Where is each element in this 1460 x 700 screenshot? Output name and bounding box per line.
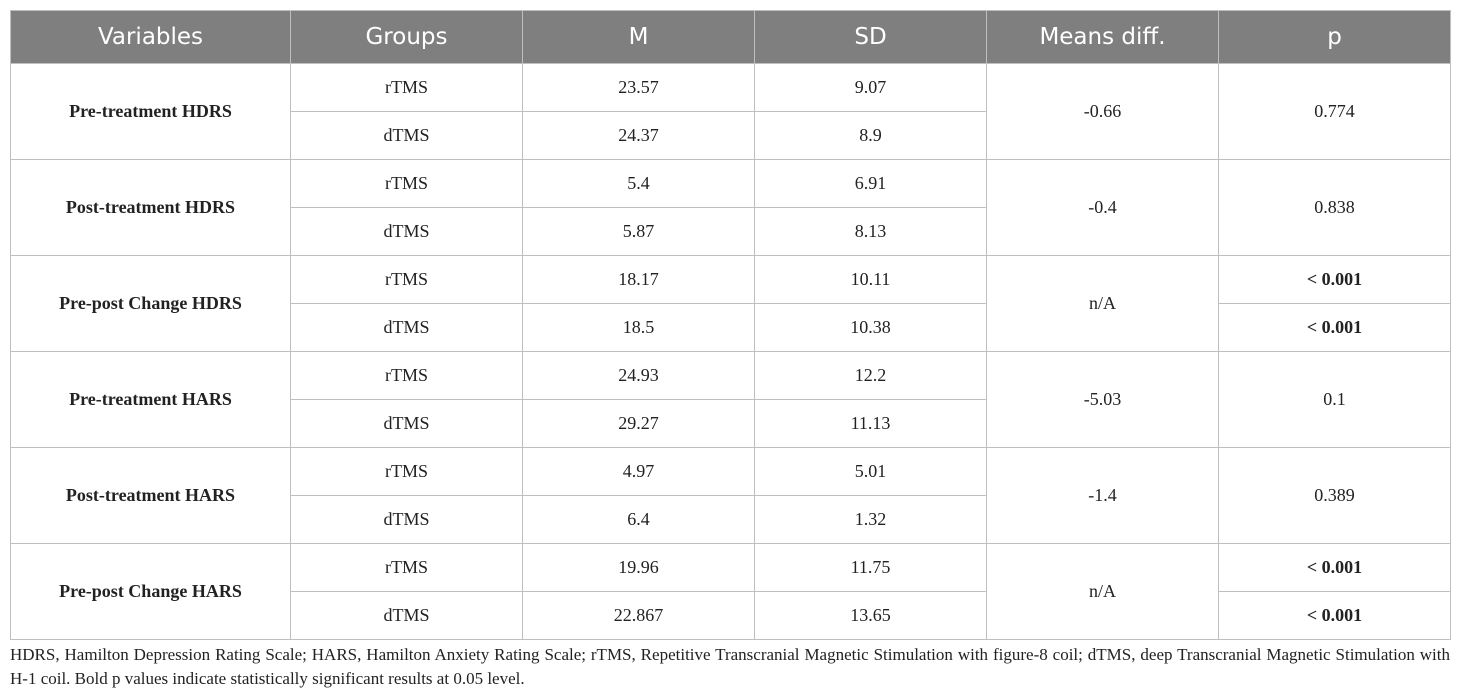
sd-cell: 12.2 [754,351,987,400]
p-cell: 0.838 [1218,159,1451,256]
p-cell: 0.1 [1218,351,1451,448]
table-row: dTMS 5.87 8.13 [11,207,1451,256]
m-cell: 24.93 [522,351,755,400]
m-cell: 4.97 [522,447,755,496]
variable-cell: Post-treatment HDRS [10,159,291,256]
variable-cell: Pre-post Change HDRS [10,255,291,352]
sd-cell: 10.38 [754,303,987,352]
table-row: Post-treatment HARS rTMS 4.97 5.01 -1.4 … [10,447,1451,544]
table-row: Pre-post Change HARS rTMS 19.96 11.75 n/… [10,543,1451,640]
table-row: Post-treatment HDRS rTMS 5.4 6.91 -0.4 0… [10,159,1451,256]
m-cell: 5.4 [522,159,755,208]
m-cell: 24.37 [522,111,755,160]
sd-cell: 13.65 [754,591,987,640]
p-cell: < 0.001 [1218,303,1451,352]
sd-cell: 5.01 [754,447,987,496]
table-footnote: HDRS, Hamilton Depression Rating Scale; … [10,645,1450,688]
group-cell: dTMS [290,207,523,256]
sd-cell: 11.75 [754,543,987,592]
header-variables: Variables [10,10,291,64]
m-cell: 18.17 [522,255,755,304]
p-cell: 0.389 [1218,447,1451,544]
sd-cell: 10.11 [754,255,987,304]
group-cell: rTMS [290,159,523,208]
m-cell: 18.5 [522,303,755,352]
table-row: Pre-treatment HDRS rTMS 23.57 9.07 -0.66… [10,63,1451,160]
table-row: dTMS 18.5 10.38 < 0.001 [11,303,1451,352]
means-diff-cell: -1.4 [986,447,1219,544]
header-row: Variables Groups M SD Means diff. p [10,10,1451,64]
group-cell: rTMS [290,63,523,112]
means-diff-cell: -5.03 [986,351,1219,448]
means-diff-cell: -0.66 [986,63,1219,160]
table-row: dTMS 6.4 1.32 [11,495,1451,544]
p-cell: 0.774 [1218,63,1451,160]
group-cell: rTMS [290,255,523,304]
sd-cell: 6.91 [754,159,987,208]
group-cell: dTMS [290,111,523,160]
m-cell: 5.87 [522,207,755,256]
header-sd: SD [754,10,987,64]
means-diff-cell: n/A [986,255,1219,352]
header-groups: Groups [290,10,523,64]
group-cell: rTMS [290,351,523,400]
m-cell: 6.4 [522,495,755,544]
sd-cell: 8.13 [754,207,987,256]
m-cell: 23.57 [522,63,755,112]
header-p: p [1218,10,1451,64]
results-table: Variables Groups M SD Means diff. p Pre-… [10,10,1451,640]
table-row: Pre-post Change HDRS rTMS 18.17 10.11 n/… [10,255,1451,352]
table-row: dTMS 29.27 11.13 [11,399,1451,448]
sd-cell: 8.9 [754,111,987,160]
m-cell: 22.867 [522,591,755,640]
p-cell: < 0.001 [1218,543,1451,592]
m-cell: 19.96 [522,543,755,592]
sd-cell: 9.07 [754,63,987,112]
group-cell: dTMS [290,399,523,448]
group-cell: rTMS [290,447,523,496]
p-cell: < 0.001 [1218,591,1451,640]
group-cell: dTMS [290,495,523,544]
header-m: M [522,10,755,64]
sd-cell: 1.32 [754,495,987,544]
header-means-diff: Means diff. [986,10,1219,64]
table-row: dTMS 22.867 13.65 < 0.001 [11,591,1451,640]
m-cell: 29.27 [522,399,755,448]
means-diff-cell: n/A [986,543,1219,640]
variable-cell: Pre-treatment HARS [10,351,291,448]
sd-cell: 11.13 [754,399,987,448]
table-row: Pre-treatment HARS rTMS 24.93 12.2 -5.03… [10,351,1451,448]
p-cell: < 0.001 [1218,255,1451,304]
group-cell: dTMS [290,591,523,640]
table-row: dTMS 24.37 8.9 [11,111,1451,160]
variable-cell: Pre-post Change HARS [10,543,291,640]
group-cell: dTMS [290,303,523,352]
results-table-container: Variables Groups M SD Means diff. p Pre-… [10,10,1451,640]
group-cell: rTMS [290,543,523,592]
variable-cell: Pre-treatment HDRS [10,63,291,160]
means-diff-cell: -0.4 [986,159,1219,256]
variable-cell: Post-treatment HARS [10,447,291,544]
